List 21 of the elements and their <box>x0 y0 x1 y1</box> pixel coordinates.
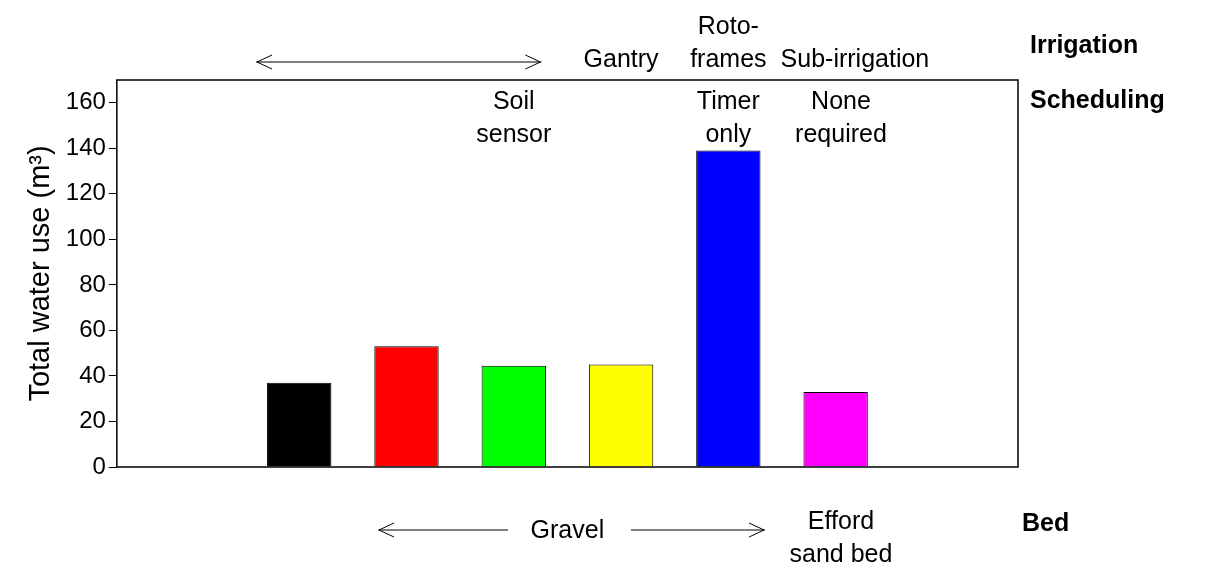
text: Bed <box>1022 507 1070 538</box>
annotation: None required <box>794 85 888 149</box>
y-tick-label: 20 <box>79 406 106 434</box>
text: Efford sand bed <box>788 505 894 568</box>
text: Gravel <box>529 514 606 545</box>
y-tick-label: 80 <box>79 269 106 297</box>
text: Scheduling <box>1030 84 1165 115</box>
text: Gantry <box>582 43 660 74</box>
y-tick-label: 120 <box>65 178 106 206</box>
text: Irrigation <box>1030 29 1139 60</box>
annotation: Timer only <box>695 85 761 149</box>
y-tick-label: 140 <box>65 132 106 160</box>
y-tick-label: 40 <box>79 360 106 388</box>
y-tick-label: 100 <box>65 223 106 251</box>
y-tick-label: 160 <box>65 87 106 115</box>
y-axis-title: Total water use (m³) <box>23 145 56 402</box>
y-tick-label: 0 <box>92 451 106 479</box>
text: Roto-frames <box>690 11 767 72</box>
y-tick-label: 60 <box>79 315 106 343</box>
annotation: Soil sensor <box>475 85 553 149</box>
text: Sub-irrigation <box>780 44 930 72</box>
